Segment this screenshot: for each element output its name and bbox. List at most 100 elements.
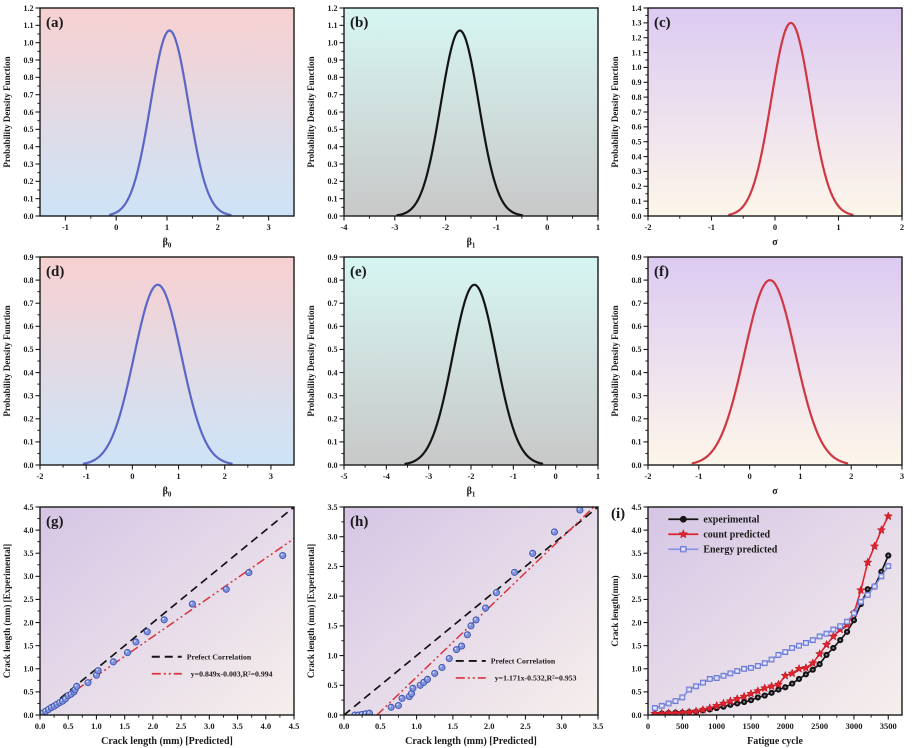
svg-text:3.0: 3.0 bbox=[556, 721, 567, 731]
svg-text:0.1: 0.1 bbox=[24, 194, 34, 203]
svg-text:0.2: 0.2 bbox=[328, 177, 338, 186]
svg-text:500: 500 bbox=[676, 721, 689, 731]
plot-background bbox=[648, 8, 902, 216]
y-axis: 0.0 0.1 0.2 0.3 0.4 0.5 0.6 0.7 0.8 0.9 bbox=[328, 253, 344, 470]
panel-e: -5 -4 -3 -2 -1 0 1 0.0 0.1 0.2 0.3 0.4 0.5 0.6 0.7 0.8 0… bbox=[304, 249, 608, 499]
svg-text:0.5: 0.5 bbox=[632, 687, 642, 696]
svg-text:1.1: 1.1 bbox=[24, 21, 34, 30]
pdf-curve bbox=[404, 284, 544, 466]
svg-text:-1: -1 bbox=[62, 222, 69, 232]
y-axis-title: Probability Density Function bbox=[2, 306, 12, 417]
plot-frame bbox=[647, 505, 903, 716]
svg-text:experimental: experimental bbox=[703, 514, 759, 525]
svg-text:1.5: 1.5 bbox=[448, 721, 459, 731]
svg-text:3.5: 3.5 bbox=[232, 721, 243, 731]
plot-content bbox=[404, 284, 544, 466]
svg-text:2.0: 2.0 bbox=[148, 721, 159, 731]
svg-text:0.0: 0.0 bbox=[632, 461, 642, 470]
svg-text:0.1: 0.1 bbox=[328, 194, 338, 203]
scatter-points bbox=[40, 551, 287, 715]
fit-line bbox=[40, 537, 294, 715]
scatter-chart-energy-correlation: 0.0 0.5 1.0 1.5 2.0 2.5 3.0 3.5 0.0 0.5 1.0 1.5 2.0 2… bbox=[306, 502, 604, 746]
svg-text:0.8: 0.8 bbox=[632, 93, 642, 102]
y-axis: 0.0 0.1 0.2 0.3 0.4 0.5 0.6 0.7 0.8 0.9 1.0 1.1 1.2 bbox=[24, 4, 40, 221]
plot-background bbox=[40, 8, 294, 216]
svg-text:1.5: 1.5 bbox=[328, 621, 338, 630]
svg-text:-2: -2 bbox=[644, 471, 651, 481]
x-axis: -2 -1 0 1 2 3 bbox=[36, 465, 273, 481]
y-axis-title: Probability Density Function bbox=[610, 56, 620, 167]
x-axis: 0 500 1000 1500 2000 2500 3000 3500 bbox=[646, 714, 897, 731]
svg-text:0.8: 0.8 bbox=[632, 276, 642, 285]
svg-text:0.4: 0.4 bbox=[328, 369, 338, 378]
svg-text:0.5: 0.5 bbox=[24, 687, 34, 696]
panel-i: 0 500 1000 1500 2000 2500 3000 3500 0.0 0.5 1.0 1.5… bbox=[608, 499, 912, 748]
svg-text:0.8: 0.8 bbox=[24, 276, 34, 285]
svg-text:-2: -2 bbox=[644, 222, 651, 232]
pdf-chart-beta1-prior: -4 -3 -2 -1 0 1 0.0 0.1 0.2 0.3 0.4 0.5 0.6 0.7 0.8 0.9… bbox=[306, 4, 600, 250]
svg-text:0.5: 0.5 bbox=[24, 125, 34, 134]
plot-background bbox=[344, 8, 598, 216]
panel-letter: (a) bbox=[46, 15, 64, 31]
plot-frame bbox=[343, 256, 599, 467]
svg-text:1.1: 1.1 bbox=[328, 21, 338, 30]
svg-text:0.7: 0.7 bbox=[632, 299, 642, 308]
svg-text:0: 0 bbox=[747, 471, 751, 481]
svg-text:0.3: 0.3 bbox=[632, 392, 642, 401]
panel-letter: (f) bbox=[654, 264, 669, 280]
svg-text:1.0: 1.0 bbox=[632, 664, 642, 673]
svg-text:3500: 3500 bbox=[880, 721, 897, 731]
x-axis-title: σ bbox=[772, 486, 778, 497]
svg-text:1: 1 bbox=[798, 471, 802, 481]
x-axis-title: β0 bbox=[163, 486, 172, 498]
svg-text:-1: -1 bbox=[510, 471, 517, 481]
svg-text:Prefect Correlation: Prefect Correlation bbox=[491, 656, 556, 665]
legend: Prefect Correlation y=0.849x-0.003,R²=0.9… bbox=[151, 652, 273, 678]
svg-text:2.5: 2.5 bbox=[632, 595, 642, 604]
svg-text:3.5: 3.5 bbox=[593, 721, 604, 731]
y-axis: 0.0 0.1 0.2 0.3 0.4 0.5 0.6 0.7 0.8 0.9 1.0 1.1 1.2 bbox=[328, 4, 344, 221]
perfect-correlation-line bbox=[344, 506, 598, 715]
svg-text:1.1: 1.1 bbox=[632, 48, 642, 57]
svg-text:-2: -2 bbox=[36, 471, 43, 481]
pdf-curve bbox=[396, 29, 523, 216]
series-markers-star bbox=[650, 510, 893, 715]
plot-background bbox=[648, 506, 902, 715]
svg-text:0.0: 0.0 bbox=[328, 212, 338, 221]
svg-text:2.0: 2.0 bbox=[632, 618, 642, 627]
svg-text:0.7: 0.7 bbox=[24, 90, 34, 99]
svg-text:0.5: 0.5 bbox=[63, 721, 74, 731]
svg-text:2.5: 2.5 bbox=[520, 721, 531, 731]
svg-text:0.3: 0.3 bbox=[328, 392, 338, 401]
y-axis: 0.0 0.1 0.2 0.3 0.4 0.5 0.6 0.7 0.8 0.9 bbox=[632, 253, 648, 470]
svg-text:1: 1 bbox=[836, 222, 840, 232]
x-axis: -4 -3 -2 -1 0 1 bbox=[340, 216, 600, 232]
plot-content bbox=[691, 279, 849, 465]
svg-text:0.3: 0.3 bbox=[632, 167, 642, 176]
svg-text:0: 0 bbox=[646, 721, 650, 731]
legend: Prefect Correlation y=1.171x-0.532,R²=0.9… bbox=[455, 656, 577, 682]
svg-text:0.4: 0.4 bbox=[632, 152, 642, 161]
panel-letter: (c) bbox=[654, 15, 671, 31]
scatter-points bbox=[351, 506, 584, 715]
svg-text:1.0: 1.0 bbox=[411, 721, 422, 731]
panel-h: 0.0 0.5 1.0 1.5 2.0 2.5 3.0 3.5 0.0 0.5 1.0 1.5 2.0 2… bbox=[304, 499, 608, 748]
panel-a: -1 0 1 2 3 0.0 0.1 0.2 0.3 0.4 0.5 0.6 0.7 0.8 0.9 1.0 1… bbox=[0, 0, 304, 250]
svg-text:y=1.171x-0.532,R²=0.953: y=1.171x-0.532,R²=0.953 bbox=[495, 673, 577, 682]
svg-text:-1: -1 bbox=[83, 471, 90, 481]
x-axis-title: β0 bbox=[163, 237, 172, 249]
svg-text:0.5: 0.5 bbox=[632, 138, 642, 147]
svg-text:0: 0 bbox=[114, 222, 118, 232]
panel-d: -2 -1 0 1 2 3 0.0 0.1 0.2 0.3 0.4 0.5 0.6 0.7 0.8 0.9 β0… bbox=[0, 249, 304, 499]
panel-letter: (d) bbox=[46, 264, 64, 280]
svg-text:1.3: 1.3 bbox=[632, 19, 642, 28]
svg-text:0.7: 0.7 bbox=[632, 108, 642, 117]
svg-text:0.6: 0.6 bbox=[632, 123, 642, 132]
pdf-chart-sigma-posterior: -2 -1 0 1 2 3 0.0 0.1 0.2 0.3 0.4 0.5 0.6 0.7 0.8 0.9 σ P… bbox=[610, 253, 904, 497]
svg-text:Energy predicted: Energy predicted bbox=[703, 544, 777, 555]
svg-text:1: 1 bbox=[596, 471, 600, 481]
x-axis: 0.0 0.5 1.0 1.5 2.0 2.5 3.0 3.5 4.0 4.5 bbox=[35, 714, 299, 731]
svg-text:0.0: 0.0 bbox=[328, 710, 338, 719]
x-axis-title: σ bbox=[772, 237, 778, 248]
svg-text:-4: -4 bbox=[340, 222, 348, 232]
